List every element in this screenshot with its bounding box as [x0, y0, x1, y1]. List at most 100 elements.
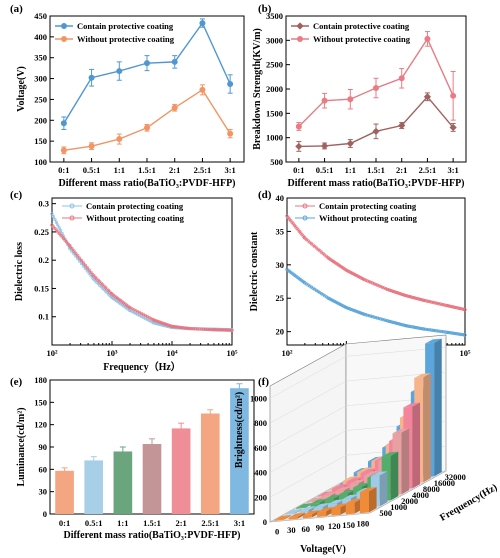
data-point [163, 322, 168, 326]
bar-3d-side [423, 373, 431, 483]
bar-3d [299, 510, 309, 514]
legend-label: Without protective coating [313, 34, 411, 44]
data-point [227, 80, 234, 87]
data-point [156, 320, 160, 324]
data-point [365, 313, 370, 317]
data-point [367, 280, 371, 284]
bar-3d-top [331, 503, 349, 509]
data-point [177, 325, 181, 329]
x-axis-label: Frequency（Hz） [103, 360, 181, 373]
data-point [203, 327, 207, 331]
x-axis-label: Different mass ratio(BaTiO₃:PVDF-HFP) [63, 530, 240, 541]
y-axis-label: Frequency(Hz) [438, 482, 499, 524]
data-point [369, 280, 373, 284]
grid-line [269, 380, 347, 424]
data-point [184, 326, 189, 330]
bar [113, 451, 133, 514]
bar-3d-top [346, 476, 363, 482]
legend-marker [61, 36, 67, 42]
legend-label: Contain protective coating [77, 21, 174, 31]
y-tick-label: 400 [34, 32, 47, 42]
data-point [207, 327, 211, 332]
legend-label: Without protecting coating [86, 213, 185, 223]
y-tick-label: 2000 [401, 496, 418, 506]
data-point [85, 266, 89, 270]
panel-label: (f) [258, 376, 269, 388]
x-axis-label: Different mass ratio(BaTiO₃:PVDF-HFP) [287, 178, 464, 189]
y-tick-label: 450 [34, 11, 47, 21]
data-point [372, 282, 376, 286]
bar-3d-top [342, 475, 360, 481]
data-point [295, 142, 303, 151]
bar-3d-side [401, 428, 410, 495]
bar-3d-top [310, 498, 327, 504]
y-tick-label: 250 [34, 94, 47, 104]
data-point [375, 316, 380, 320]
data-point [421, 327, 426, 331]
data-point [116, 136, 123, 143]
data-point [88, 74, 95, 81]
data-point [152, 318, 156, 322]
bar-3d-side [283, 515, 291, 521]
bar-3d-top [338, 489, 356, 495]
y-tick-label: 35 [276, 226, 285, 236]
data-point [59, 229, 63, 233]
data-point [176, 325, 180, 329]
y-tick-label: 180 [34, 375, 47, 385]
legend-marker [69, 203, 75, 209]
y-tick-label: 350 [34, 53, 47, 63]
data-point [196, 327, 200, 331]
x-tick-label: 2.5:1 [201, 518, 219, 528]
x-tick-label: 30 [287, 525, 296, 535]
x-axis-label: Voltage(V) [300, 544, 346, 555]
data-point [51, 215, 56, 219]
data-point [165, 323, 169, 327]
data-point [127, 305, 131, 309]
data-point [320, 142, 329, 150]
plot-frame [51, 197, 233, 346]
data-point [425, 327, 429, 332]
data-point [433, 329, 437, 333]
data-point [438, 329, 442, 333]
series-line [63, 88, 231, 152]
bar [200, 413, 220, 514]
bar-3d-side [412, 402, 421, 489]
data-point [144, 60, 150, 67]
data-point [230, 328, 234, 332]
bar-3d-top [345, 498, 363, 504]
data-point [461, 307, 465, 311]
bar-3d-top [324, 494, 342, 500]
y-tick-label: 500 [379, 508, 392, 518]
data-point [384, 318, 388, 322]
x-tick-label: 2.5:1 [194, 165, 212, 175]
data-point [83, 266, 87, 271]
data-point [67, 243, 71, 247]
bar-3d-top [285, 509, 302, 515]
z-tick-label: 1000 [250, 393, 267, 403]
panel-label: (b) [258, 3, 272, 15]
y-tick-label: 4000 [412, 490, 429, 500]
bar-3d [295, 507, 305, 509]
data-point [295, 123, 302, 130]
y-tick-label: 150 [34, 136, 47, 146]
legend-marker [61, 23, 67, 29]
bar-3d-top [357, 467, 374, 473]
bar-3d-top [335, 486, 353, 492]
data-point [79, 261, 84, 266]
data-point [192, 327, 196, 331]
grid-line [269, 455, 347, 498]
data-point [377, 284, 381, 288]
y-tick-label: 3000 [266, 35, 283, 45]
bar-3d-top [342, 494, 359, 500]
x-tick-label: 2:1 [175, 518, 186, 528]
y-axis-label: Dielectric loss [14, 242, 25, 301]
bar-3d-top [360, 468, 378, 474]
x-tick-label: 60 [301, 524, 310, 534]
bar-3d-top [288, 512, 306, 518]
data-point [180, 326, 184, 330]
x-tick-label: 3:1 [447, 165, 458, 175]
x-tick-label: 1.5:1 [367, 165, 385, 175]
x-tick-label: 1:1 [114, 165, 125, 175]
data-point [449, 123, 457, 132]
